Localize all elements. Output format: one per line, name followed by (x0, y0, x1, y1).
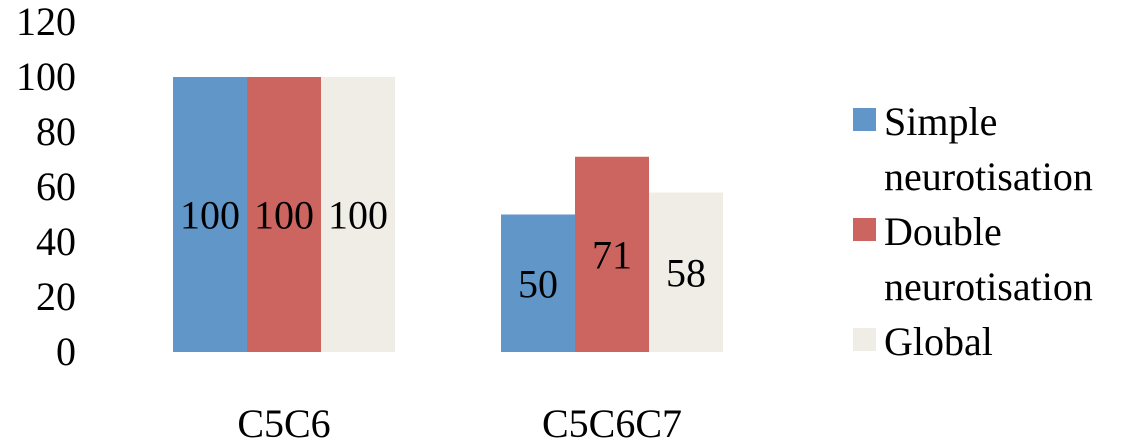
legend-swatch (853, 328, 876, 351)
bar (321, 77, 395, 352)
legend-label: Double (884, 209, 1002, 254)
bar (173, 77, 247, 352)
data-label: 100 (180, 193, 240, 238)
y-tick-label: 100 (16, 54, 76, 99)
legend-label: neurotisation (884, 154, 1093, 199)
bar (649, 192, 723, 352)
legend: Simple neurotisation Double neurotisation Gl… (853, 99, 1093, 364)
legend-label: Global (884, 319, 993, 364)
x-tick-label: C5C6C7 (542, 401, 682, 444)
legend-swatch (853, 108, 876, 131)
x-axis: C5C6 C5C6C7 (237, 401, 682, 444)
data-label: 58 (666, 250, 706, 295)
y-tick-label: 60 (36, 164, 76, 209)
data-label: 50 (518, 261, 558, 306)
plot-area: 100 100 100 50 71 58 (173, 77, 723, 352)
y-tick-label: 40 (36, 219, 76, 264)
data-label: 100 (328, 193, 388, 238)
bar (575, 156, 649, 352)
y-axis: 0 20 40 60 80 100 120 (16, 0, 76, 374)
legend-label: neurotisation (884, 264, 1093, 309)
x-tick-label: C5C6 (237, 401, 330, 444)
legend-swatch (853, 218, 876, 241)
y-tick-label: 20 (36, 274, 76, 319)
bar (501, 214, 575, 352)
y-tick-label: 0 (56, 329, 76, 374)
y-tick-label: 120 (16, 0, 76, 44)
y-tick-label: 80 (36, 109, 76, 154)
legend-label: Simple (884, 99, 997, 144)
bar (247, 77, 321, 352)
data-label: 71 (592, 232, 632, 277)
data-label: 100 (254, 193, 314, 238)
